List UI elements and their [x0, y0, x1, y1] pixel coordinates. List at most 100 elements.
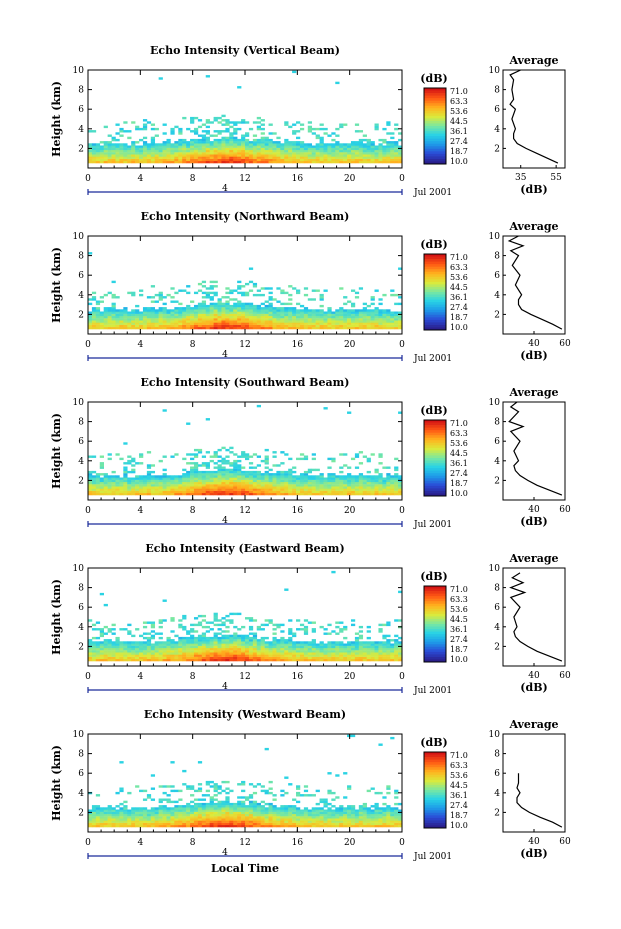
heatmap-cell: [193, 820, 199, 823]
heatmap-cell: [303, 322, 309, 325]
heatmap-cell: [154, 488, 159, 491]
heatmap-cell: [95, 656, 101, 660]
heatmap-cell: [260, 156, 265, 159]
heatmap-cell: [390, 318, 395, 321]
heatmap-cell: [248, 490, 254, 494]
heatmap-cell: [146, 645, 152, 649]
heatmap-cell: [205, 805, 210, 808]
heatmap-cell: [288, 318, 293, 321]
heatmap-cell: [327, 322, 332, 325]
colorbar-segment: [424, 319, 446, 323]
heatmap-cell: [193, 816, 199, 819]
heatmap-cell: [319, 311, 324, 314]
heatmap-cell: [315, 488, 320, 491]
heatmap-cell: [315, 643, 320, 646]
heatmap-cell: [127, 152, 132, 155]
colorbar-unit: (dB): [420, 404, 447, 417]
heatmap-cell: [229, 152, 234, 155]
heatmap-cell: [150, 816, 156, 819]
heatmap-cell: [327, 647, 332, 651]
heatmap-cell: [264, 311, 269, 314]
heatmap-cell: [213, 798, 218, 801]
heatmap-cell: [237, 141, 242, 144]
heatmap-cell: [95, 326, 101, 330]
heatmap-cell: [103, 125, 108, 129]
heatmap-cell: [378, 654, 383, 657]
heatmap-cell: [225, 656, 230, 660]
heatmap-cell: [241, 473, 246, 476]
y-axis-label: Height (km): [50, 579, 63, 655]
heatmap-cell: [229, 132, 234, 135]
heatmap-cell: [150, 621, 156, 624]
heatmap-cell: [319, 641, 324, 644]
heatmap-cell: [303, 625, 309, 629]
heatmap-cell: [248, 147, 254, 151]
heatmap-cell: [394, 313, 399, 317]
heatmap-cell: [229, 802, 234, 806]
heatmap-cell: [374, 479, 379, 483]
heatmap-cell: [350, 477, 356, 480]
colorbar-label: 10.0: [450, 323, 468, 332]
heatmap-cell: [213, 154, 218, 157]
heatmap-cell: [205, 141, 210, 144]
heatmap-cell: [233, 816, 238, 819]
heatmap-cell: [252, 802, 258, 806]
heatmap-cell: [284, 322, 289, 325]
heatmap-cell: [327, 315, 332, 319]
heatmap-cell: [292, 152, 297, 155]
heatmap-cell: [209, 470, 214, 474]
heatmap-cell: [260, 650, 265, 653]
heatmap-cell: [272, 647, 277, 651]
heatmap-cell: [382, 643, 387, 646]
heatmap-cell: [245, 324, 250, 328]
heatmap-cell: [280, 158, 285, 162]
heatmap-cell: [398, 643, 403, 646]
heatmap-cell: [350, 479, 356, 483]
colorbar-label: 36.1: [450, 625, 468, 634]
heatmap-cell: [268, 313, 273, 317]
heatmap-cell: [260, 160, 265, 164]
heatmap-cell: [248, 152, 254, 155]
heatmap-cell: [170, 820, 175, 823]
heatmap-cell: [237, 650, 242, 653]
heatmap-cell: [127, 145, 132, 148]
heatmap-cell: [288, 481, 293, 485]
heatmap-cell: [311, 645, 316, 649]
heatmap-cell: [292, 492, 297, 496]
heatmap-cell: [123, 805, 128, 808]
heatmap-cell: [139, 311, 144, 314]
heatmap-cell: [347, 488, 352, 491]
heatmap-cell: [272, 320, 277, 323]
heatmap-cell: [139, 462, 144, 465]
heatmap-cell: [217, 298, 222, 301]
heatmap-cell: [190, 658, 195, 662]
heatmap-cell: [252, 484, 258, 487]
heatmap-cell: [315, 136, 320, 140]
heatmap-cell: [260, 628, 265, 631]
heatmap-cell: [119, 309, 124, 312]
heatmap-cell: [248, 145, 254, 148]
heatmap-cell: [190, 636, 195, 640]
heatmap-cell: [233, 304, 238, 308]
heatmap-cell: [280, 326, 285, 330]
heatmap-cell: [209, 798, 214, 801]
heatmap-cell: [394, 484, 399, 487]
heatmap-cell: [131, 143, 136, 146]
heatmap-cell: [260, 658, 265, 662]
heatmap-cell: [197, 315, 203, 319]
heatmap-cell: [264, 807, 269, 810]
heatmap-cell: [288, 154, 293, 157]
heatmap-cell: [135, 488, 140, 491]
heatmap-cell: [150, 300, 156, 303]
heatmap-cell: [111, 818, 116, 821]
heatmap-cell: [225, 130, 230, 133]
heatmap-cell: [88, 152, 93, 155]
heatmap-cell: [358, 656, 364, 660]
heatmap-cell: [296, 628, 301, 631]
heatmap-cell: [158, 800, 163, 804]
heatmap-cell: [354, 475, 360, 478]
heatmap-cell: [174, 291, 179, 295]
heatmap-cell: [327, 654, 332, 657]
heatmap-cell: [135, 818, 140, 821]
heatmap-cell: [319, 643, 324, 646]
